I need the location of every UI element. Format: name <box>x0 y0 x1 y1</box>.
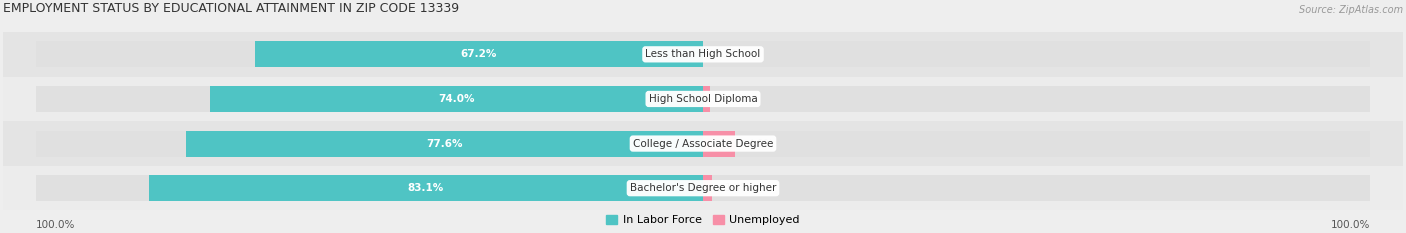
Bar <box>37 86 703 112</box>
Text: 74.0%: 74.0% <box>439 94 474 104</box>
Bar <box>254 41 703 67</box>
Text: Bachelor's Degree or higher: Bachelor's Degree or higher <box>630 183 776 193</box>
Bar <box>3 166 1403 210</box>
Bar <box>703 175 1369 201</box>
Bar <box>703 86 710 112</box>
Text: Source: ZipAtlas.com: Source: ZipAtlas.com <box>1299 5 1403 15</box>
Text: 77.6%: 77.6% <box>426 139 463 149</box>
Text: 100.0%: 100.0% <box>1330 220 1369 230</box>
Bar <box>37 41 703 67</box>
Bar <box>37 131 703 157</box>
Text: 100.0%: 100.0% <box>37 220 76 230</box>
Text: 1.4%: 1.4% <box>724 183 751 193</box>
Bar <box>209 86 703 112</box>
Bar <box>3 77 1403 121</box>
Bar <box>703 131 1369 157</box>
Bar <box>3 121 1403 166</box>
Bar <box>703 41 1369 67</box>
Text: 1.0%: 1.0% <box>721 94 748 104</box>
Text: Less than High School: Less than High School <box>645 49 761 59</box>
Text: 83.1%: 83.1% <box>408 183 444 193</box>
Bar <box>149 175 703 201</box>
Bar <box>703 131 735 157</box>
Bar <box>3 32 1403 77</box>
Bar <box>186 131 703 157</box>
Text: EMPLOYMENT STATUS BY EDUCATIONAL ATTAINMENT IN ZIP CODE 13339: EMPLOYMENT STATUS BY EDUCATIONAL ATTAINM… <box>3 2 458 15</box>
Text: 0.0%: 0.0% <box>716 49 741 59</box>
Bar <box>703 86 1369 112</box>
Text: High School Diploma: High School Diploma <box>648 94 758 104</box>
Text: College / Associate Degree: College / Associate Degree <box>633 139 773 149</box>
Text: 4.8%: 4.8% <box>747 139 773 149</box>
Legend: In Labor Force, Unemployed: In Labor Force, Unemployed <box>602 210 804 230</box>
Text: 67.2%: 67.2% <box>461 49 498 59</box>
Bar <box>703 175 713 201</box>
Bar <box>37 175 703 201</box>
